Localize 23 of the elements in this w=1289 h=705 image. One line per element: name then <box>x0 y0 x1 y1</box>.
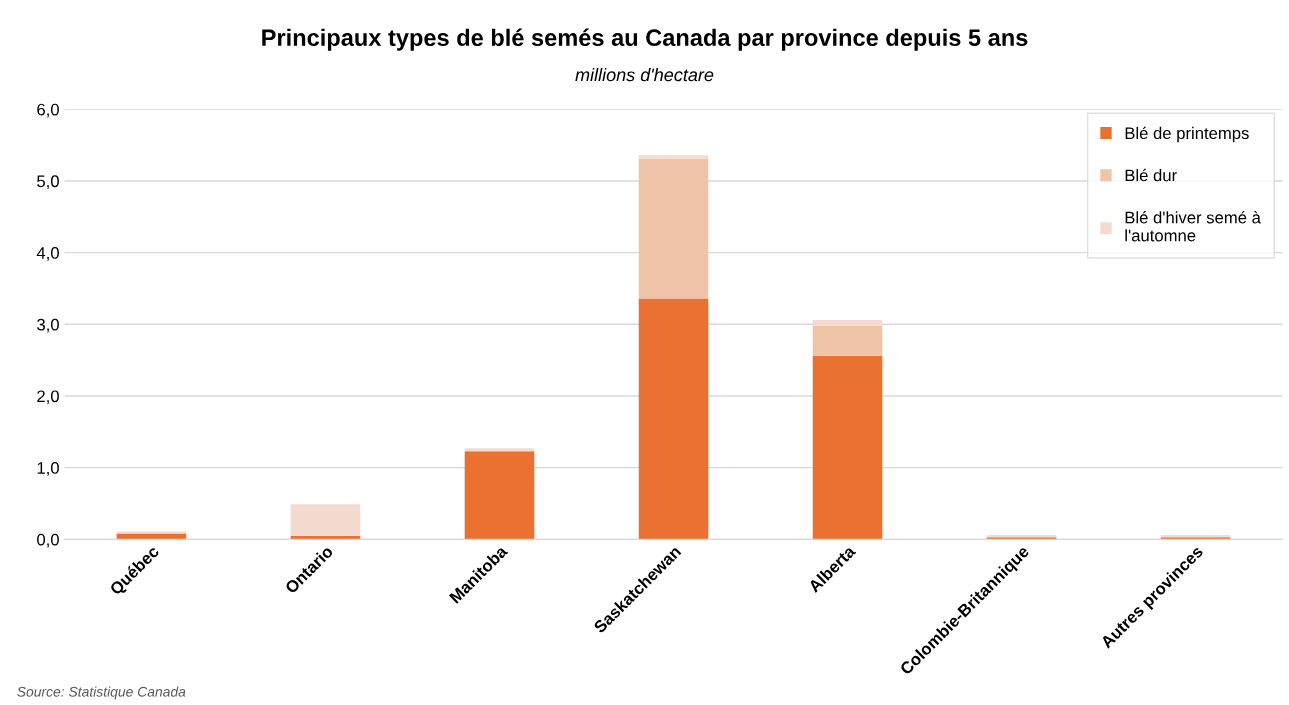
legend-label: Blé d'hiver semé à l'automne <box>1125 211 1261 242</box>
legend-label: Blé dur <box>1125 168 1177 182</box>
bar <box>464 451 535 540</box>
bar <box>812 325 883 356</box>
bar <box>464 448 535 452</box>
y-tick-label: 5,0 <box>37 175 59 190</box>
chart-subtitle: millions d'hectare <box>575 67 714 82</box>
bar <box>290 504 361 536</box>
y-tick-label: 1,0 <box>37 462 59 476</box>
bar <box>812 355 883 540</box>
bar <box>812 320 883 326</box>
bar <box>638 298 709 540</box>
source-note: Source: Statistique Canada <box>17 686 186 700</box>
y-tick-label: 2,0 <box>37 390 59 405</box>
bar <box>638 158 709 299</box>
y-tick-label: 4,0 <box>36 247 59 261</box>
y-tick-label: 6,0 <box>37 103 59 118</box>
y-tick-label: 3,0 <box>37 318 59 333</box>
chart-title: Principaux types de blé semés au Canada par province depuis 5 ans <box>262 28 1028 51</box>
y-tick-label: 0,0 <box>37 533 59 548</box>
legend-label: Blé de printemps <box>1125 126 1249 143</box>
bar <box>116 531 187 534</box>
bar <box>638 155 709 159</box>
